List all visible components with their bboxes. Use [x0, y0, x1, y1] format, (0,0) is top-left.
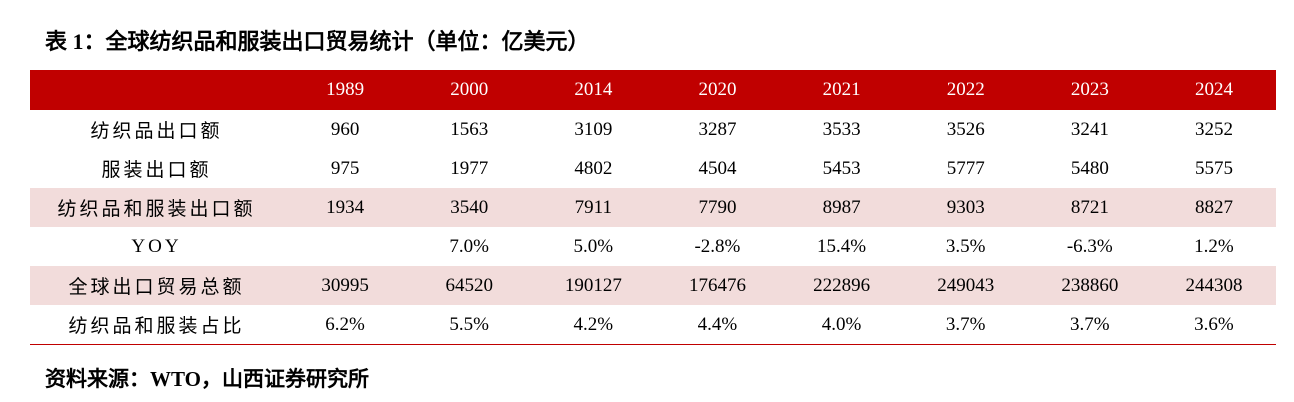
table-row: 纺织品和服装出口额 1934 3540 7911 7790 8987 9303 8721 882… [30, 188, 1276, 227]
cell: 1934 [283, 188, 408, 227]
cell: 5777 [946, 157, 985, 179]
cell: 3.7% [903, 305, 1028, 345]
cell: 3.6% [1151, 305, 1276, 345]
cell: 5.5% [407, 305, 532, 345]
data-table: 1989 2000 2014 2020 2021 2022 2023 2024 纺织品出口额 9… [30, 70, 1276, 345]
cell: 3252 [1194, 118, 1233, 140]
column-header: 2021 [779, 70, 904, 110]
cell: 1977 [450, 157, 489, 179]
cell: 7911 [531, 188, 656, 227]
cell: -6.3% [1066, 235, 1113, 257]
cell: 249043 [903, 266, 1028, 305]
cell: 5575 [1194, 157, 1233, 179]
column-header: 2000 [407, 70, 532, 110]
column-header: 2023 [1027, 70, 1152, 110]
cell: 3526 [946, 118, 985, 140]
cell: -2.8% [694, 235, 741, 257]
cell: 4.0% [779, 305, 904, 345]
cell: 8827 [1151, 188, 1276, 227]
column-header: 2022 [903, 70, 1028, 110]
cell: 975 [330, 157, 360, 179]
cell: 4.4% [655, 305, 780, 345]
cell: 5.0% [573, 235, 614, 257]
table-row: YOY 7.0% 5.0% -2.8% 15.4% 3.5% -6.3% 1.2% [30, 227, 1276, 266]
cell: 3287 [698, 118, 737, 140]
header-cell [30, 70, 283, 110]
empty-cell [283, 227, 407, 266]
cell: 3533 [822, 118, 861, 140]
cell: 5480 [1070, 157, 1109, 179]
row-label: 服装出口额 [101, 160, 212, 181]
cell: 3540 [407, 188, 532, 227]
cell: 244308 [1151, 266, 1276, 305]
cell: 64520 [407, 266, 532, 305]
cell: 9303 [903, 188, 1028, 227]
cell: 222896 [779, 266, 904, 305]
cell: 190127 [531, 266, 656, 305]
column-header: 2014 [531, 70, 656, 110]
table-row: 全球出口贸易总额 30995 64520 190127 176476 222896 2490… [30, 266, 1276, 305]
row-label: 纺织品出口额 [90, 121, 223, 142]
cell: 6.2% [283, 305, 408, 345]
cell: 960 [330, 118, 360, 140]
row-label: 全球出口贸易总额 [30, 266, 283, 305]
cell: 3109 [574, 118, 613, 140]
table-row: 纺织品出口额 960 1563 3109 3287 3533 3526 3241 3252 [30, 110, 1276, 149]
table-row: 服装出口额 975 1977 4802 4504 5453 5777 5480 5575 [30, 149, 1276, 188]
cell: 7.0% [449, 235, 489, 257]
cell: 176476 [655, 266, 780, 305]
table-row: 纺织品和服装占比 6.2% 5.5% 4.2% 4.4% 4.0% 3.7% 3.7% 3.6% [30, 305, 1276, 345]
cell: 8987 [779, 188, 904, 227]
cell: 7790 [655, 188, 780, 227]
cell: 3.7% [1027, 305, 1152, 345]
cell: 3.5% [945, 235, 986, 257]
cell: 30995 [283, 266, 408, 305]
cell: 238860 [1027, 266, 1152, 305]
source-note: 资料来源：WTO，山西证券研究所 [45, 367, 369, 391]
row-label: YOY [131, 235, 182, 257]
cell: 1.2% [1194, 235, 1234, 257]
cell: 4802 [574, 157, 613, 179]
row-label: 纺织品和服装出口额 [30, 188, 283, 227]
column-header: 1989 [283, 70, 408, 110]
cell: 1563 [450, 118, 489, 140]
header-row: 1989 2000 2014 2020 2021 2022 2023 2024 [30, 70, 1276, 110]
column-header: 2024 [1151, 70, 1276, 110]
cell: 4504 [698, 157, 737, 179]
column-header: 2020 [655, 70, 780, 110]
cell: 4.2% [531, 305, 656, 345]
table-title: 表 1：全球纺织品和服装出口贸易统计（单位：亿美元） [45, 29, 590, 54]
cell: 3241 [1070, 118, 1109, 140]
cell: 8721 [1027, 188, 1152, 227]
row-label: 纺织品和服装占比 [30, 305, 283, 345]
cell: 5453 [822, 157, 861, 179]
cell: 15.4% [817, 235, 867, 257]
